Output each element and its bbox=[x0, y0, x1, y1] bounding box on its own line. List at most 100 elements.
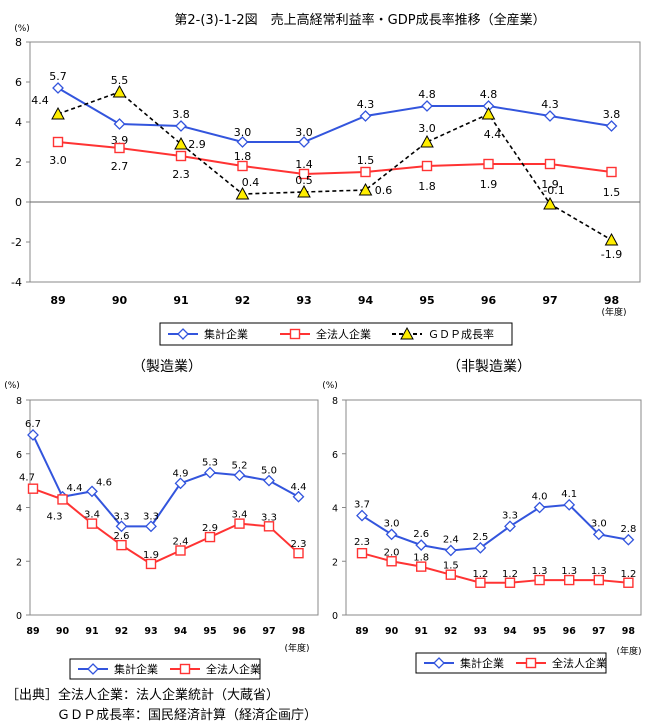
main-series-1-data-label: 2.3 bbox=[172, 168, 190, 181]
main-series-0-point bbox=[605, 120, 618, 132]
manufacturing-x-tick-label: 97 bbox=[262, 626, 275, 637]
manufacturing-series-1-point bbox=[293, 547, 304, 559]
main-series-2-point bbox=[543, 196, 557, 210]
manufacturing-series-0-data-label: 4.6 bbox=[96, 477, 112, 488]
main-x-tick-label: 96 bbox=[481, 294, 497, 307]
non_manufacturing-series-1-data-label: 2.3 bbox=[354, 537, 370, 548]
main-series-1-point bbox=[360, 166, 371, 178]
non_manufacturing-series-1-data-label: 1.8 bbox=[413, 553, 429, 564]
non_manufacturing-series-0-point bbox=[444, 544, 457, 557]
non_manufacturing-series-0-point bbox=[563, 498, 576, 511]
non_manufacturing-x-tick-label: 95 bbox=[533, 626, 546, 637]
manufacturing-y-tick-label: 4 bbox=[16, 504, 22, 515]
non_manufacturing-series-0-data-label: 2.6 bbox=[413, 529, 429, 540]
non_manufacturing-series-0-data-label: 4.0 bbox=[532, 492, 548, 503]
main-x-tick-label: 89 bbox=[50, 294, 65, 307]
non_manufacturing-y-tick-label: 2 bbox=[332, 557, 338, 568]
main-series-1-data-label: 1.4 bbox=[295, 158, 313, 171]
manufacturing-x-tick-label: 92 bbox=[115, 626, 128, 637]
manufacturing-series-1-point bbox=[57, 494, 68, 505]
non_manufacturing-series-1-data-label: 1.3 bbox=[561, 566, 577, 577]
main-series-1-point bbox=[114, 142, 125, 154]
manufacturing-series-0-point bbox=[27, 429, 39, 441]
manufacturing-legend-box bbox=[69, 658, 261, 680]
non_manufacturing-series-0-data-label: 3.7 bbox=[354, 500, 370, 511]
main-legend-swatch-marker bbox=[400, 326, 414, 340]
main-x-tick-label: 94 bbox=[358, 294, 374, 307]
non_manufacturing-x-tick-label: 92 bbox=[444, 626, 457, 637]
non_manufacturing-y-tick-label: 4 bbox=[332, 504, 338, 515]
non_manufacturing-series-1-point bbox=[504, 577, 516, 588]
manufacturing-y-tick-label: 2 bbox=[16, 557, 22, 568]
manufacturing-chart-title: （製造業） bbox=[132, 359, 202, 375]
non_manufacturing-series-1-point bbox=[386, 556, 397, 567]
non_manufacturing-series-0-point bbox=[474, 541, 487, 554]
manufacturing-series-0-data-label: 3.3 bbox=[143, 511, 159, 522]
main-series-1-data-label: 1.8 bbox=[234, 150, 252, 163]
main-series-0-data-label: 3.0 bbox=[295, 126, 313, 139]
main-series-0-data-label: 4.8 bbox=[480, 88, 498, 101]
manufacturing-series-1-point bbox=[234, 518, 245, 529]
non_manufacturing-series-0-data-label: 3.0 bbox=[384, 518, 400, 529]
main-series-2-data-label: 0.5 bbox=[295, 174, 313, 187]
main-series-1-point bbox=[606, 166, 617, 178]
main-x-axis-unit: (年度) bbox=[601, 306, 626, 318]
manufacturing-series-1-point bbox=[27, 483, 39, 494]
main-series-1-point bbox=[483, 158, 494, 170]
manufacturing-series-1-data-label: 3.4 bbox=[232, 510, 248, 521]
manufacturing-x-tick-label: 91 bbox=[85, 626, 98, 637]
manufacturing-x-axis-unit: (年度) bbox=[284, 642, 309, 654]
main-series-0-point bbox=[236, 136, 249, 148]
non_manufacturing-series-1-data-label: 1.5 bbox=[443, 561, 459, 572]
non_manufacturing-series-1-point bbox=[416, 561, 427, 572]
main-series-1-point bbox=[298, 168, 310, 180]
main-legend-label: ＧＤＰ成長率 bbox=[428, 327, 494, 341]
non_manufacturing-series-0-data-label: 2.8 bbox=[620, 524, 636, 535]
non_manufacturing-series-0-data-label: 2.5 bbox=[472, 532, 488, 543]
main-series-0-data-label: 4.3 bbox=[357, 98, 375, 111]
non_manufacturing-series-0-data-label: 4.1 bbox=[561, 489, 577, 500]
main-y-tick-label: 4 bbox=[15, 116, 22, 129]
manufacturing-legend-label: 全法人企業 bbox=[206, 662, 261, 676]
main-series-2-point bbox=[420, 134, 434, 148]
manufacturing-x-tick-label: 95 bbox=[203, 626, 216, 637]
main-y-tick-label: -4 bbox=[11, 276, 22, 289]
main-series-1-data-label: 1.9 bbox=[480, 178, 498, 191]
main-series-1-point bbox=[237, 160, 248, 172]
main-series-2-data-label: 2.9 bbox=[188, 138, 206, 151]
main-y-tick-label: 8 bbox=[15, 36, 22, 49]
main-y-axis-unit: (%) bbox=[14, 24, 30, 34]
main-x-tick-label: 98 bbox=[604, 294, 619, 307]
non_manufacturing-series-1-point bbox=[475, 577, 486, 588]
manufacturing-series-0-point bbox=[204, 466, 216, 479]
main-y-tick-label: -2 bbox=[11, 236, 22, 249]
non_manufacturing-x-tick-label: 91 bbox=[415, 626, 428, 637]
main-series-1-point bbox=[421, 160, 433, 172]
main-series-2-data-label: 4.4 bbox=[31, 94, 49, 107]
non_manufacturing-series-1-point bbox=[623, 577, 634, 588]
manufacturing-series-1-data-label: 3.4 bbox=[84, 510, 100, 521]
main-series-0-data-label: 5.7 bbox=[49, 70, 67, 83]
main-series-1-data-label: 1.8 bbox=[418, 180, 436, 193]
manufacturing-x-tick-label: 90 bbox=[56, 626, 70, 637]
main-series-0-data-label: 3.8 bbox=[172, 108, 190, 121]
manufacturing-series-line-1 bbox=[32, 487, 300, 566]
main-chart-title: 第2-(3)-1-2図 売上高経常利益率・GDP成長率推移（全産業） bbox=[174, 12, 545, 28]
non_manufacturing-y-tick-label: 8 bbox=[332, 396, 338, 407]
manufacturing-x-tick-label: 93 bbox=[144, 626, 157, 637]
source-line-1: ［出典］全法人企業：法人企業統計（大蔵省） bbox=[6, 688, 280, 703]
main-legend-label: 集計企業 bbox=[204, 327, 248, 341]
non_manufacturing-legend-box bbox=[415, 652, 607, 674]
manufacturing-series-0-point bbox=[233, 469, 246, 482]
manufacturing-series-1-data-label: 1.9 bbox=[143, 550, 159, 561]
non_manufacturing-x-tick-label: 90 bbox=[385, 626, 399, 637]
main-series-line-1 bbox=[57, 141, 612, 176]
main-series-2-data-label: 0.6 bbox=[375, 184, 393, 197]
manufacturing-series-0-data-label: 5.0 bbox=[261, 466, 277, 477]
main-series-2-point bbox=[112, 84, 127, 98]
non_manufacturing-series-0-point bbox=[356, 509, 368, 522]
main-x-tick-label: 97 bbox=[542, 294, 557, 307]
manufacturing-series-0-data-label: 3.3 bbox=[114, 511, 130, 522]
non_manufacturing-series-0-point bbox=[415, 539, 428, 552]
main-series-0-data-label: 3.0 bbox=[234, 126, 252, 139]
